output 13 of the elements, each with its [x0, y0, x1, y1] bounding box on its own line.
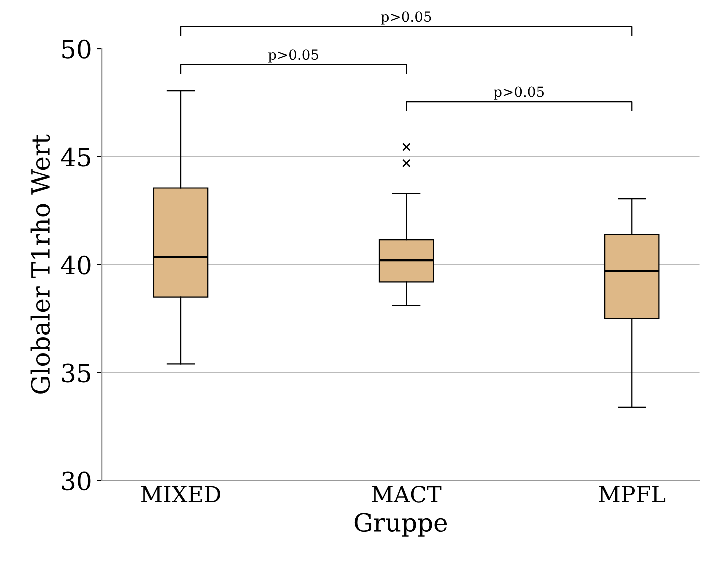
y-tick-label: 35	[62, 364, 90, 383]
y-tick-label: 50	[62, 40, 91, 59]
annotation: p>0.05	[268, 50, 318, 63]
x-axis-title: Gruppe	[354, 513, 448, 537]
x-tick-label: MPFL	[599, 486, 666, 503]
y-tick-label: 45	[61, 148, 90, 167]
x-tick-label: MIXED	[141, 486, 220, 503]
x-tick-label: MACT	[372, 486, 442, 503]
y-tick-label: 30	[62, 472, 91, 491]
y-tick-label: 40	[61, 256, 91, 275]
text: p>0.05	[381, 12, 432, 25]
y-axis-title: Globaler T1rho Wert	[30, 134, 50, 394]
annotation: p>0.05	[494, 86, 544, 100]
